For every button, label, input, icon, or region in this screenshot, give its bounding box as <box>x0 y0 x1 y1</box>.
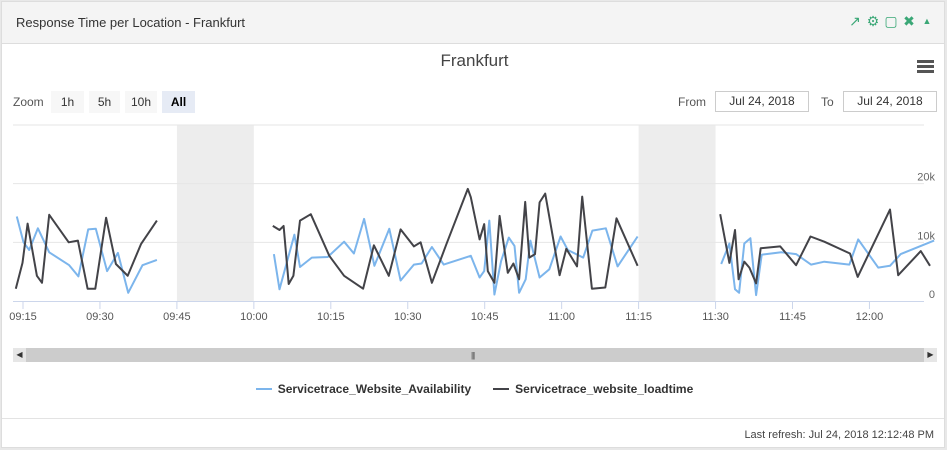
zoom-label: Zoom <box>13 95 44 109</box>
collapse-icon[interactable]: ▲ <box>922 16 932 26</box>
from-label: From <box>678 95 706 109</box>
y-tick-label: 10k <box>917 230 935 242</box>
x-tick-label: 11:30 <box>702 311 729 323</box>
series-line-availability <box>272 217 639 296</box>
chart-legend: Servicetrace_Website_Availability Servic… <box>2 382 947 396</box>
zoom-all-button[interactable]: All <box>162 91 195 113</box>
to-date-input[interactable]: Jul 24, 2018 <box>843 91 937 112</box>
x-tick-label: 10:15 <box>317 311 345 323</box>
chart-plot: 09:15 09:30 09:45 10:00 10:15 10:30 10:45 11:00… <box>9 124 935 323</box>
x-tick-label: 09:45 <box>163 311 191 323</box>
no-data-band <box>638 125 716 301</box>
legend-label: Servicetrace_Website_Availability <box>277 382 472 396</box>
x-tick-label: 11:45 <box>779 311 806 323</box>
scroll-left-arrow-icon[interactable]: ◀ <box>13 348 26 362</box>
zoom-5h-button[interactable]: 5h <box>89 91 120 113</box>
to-label: To <box>821 95 834 109</box>
chart-title: Frankfurt <box>440 51 509 70</box>
series-line-loadtime <box>719 208 931 285</box>
x-tick-label: 09:15 <box>9 311 37 323</box>
legend-item-availability[interactable]: Servicetrace_Website_Availability <box>255 382 472 396</box>
last-refresh-text: Last refresh: Jul 24, 2018 12:12:48 PM <box>744 429 934 441</box>
y-tick-label: 0 <box>929 289 935 301</box>
zoom-1h-button[interactable]: 1h <box>51 91 84 113</box>
x-tick-label: 10:45 <box>471 311 499 323</box>
widget-footer: Last refresh: Jul 24, 2018 12:12:48 PM <box>2 418 944 441</box>
external-link-icon[interactable]: ↗ <box>849 13 861 29</box>
chart-menu-icon[interactable] <box>917 60 934 75</box>
legend-label: Servicetrace_website_loadtime <box>515 382 694 396</box>
x-tick-label: 11:15 <box>625 311 652 323</box>
widget-header: Response Time per Location - Frankfurt ↗… <box>2 2 944 44</box>
legend-swatch <box>493 388 510 390</box>
legend-item-loadtime[interactable]: Servicetrace_website_loadtime <box>493 382 693 396</box>
gear-icon[interactable]: ⚙ <box>866 13 880 29</box>
x-tick-label: 10:30 <box>394 311 422 323</box>
no-data-band <box>176 125 254 301</box>
legend-swatch <box>255 388 272 390</box>
widget-title: Response Time per Location - Frankfurt <box>16 15 246 30</box>
from-date-input[interactable]: Jul 24, 2018 <box>715 91 809 112</box>
x-tick-label: 09:30 <box>86 311 114 323</box>
close-icon[interactable]: ✖ <box>903 13 915 29</box>
navigator-scrollbar[interactable]: ◀ ||| ▶ <box>13 348 937 362</box>
series-line-availability <box>720 237 935 297</box>
scroll-right-arrow-icon[interactable]: ▶ <box>924 348 937 362</box>
zoom-10h-button[interactable]: 10h <box>125 91 157 113</box>
maximize-icon[interactable]: ▢ <box>884 13 898 29</box>
x-tick-label: 10:00 <box>240 311 268 323</box>
scrollbar-grip-icon[interactable]: ||| <box>471 351 475 360</box>
y-tick-label: 20k <box>917 172 935 184</box>
x-tick-label: 11:00 <box>548 311 575 323</box>
series-line-loadtime <box>14 213 158 290</box>
x-tick-label: 12:00 <box>856 311 884 323</box>
series-line-loadtime <box>272 187 639 290</box>
